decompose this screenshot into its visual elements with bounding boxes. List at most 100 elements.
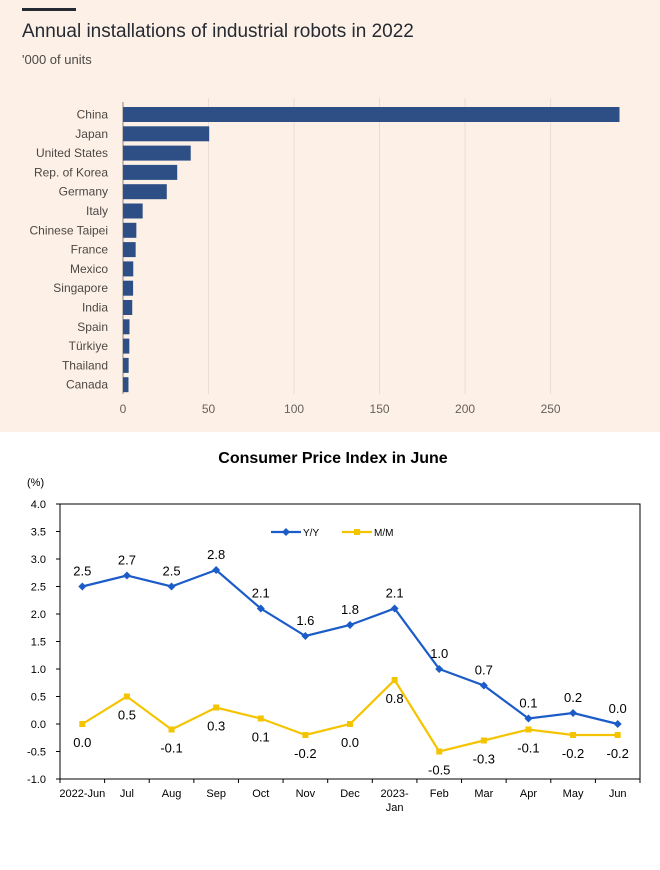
legend-mm-marker [354,529,360,535]
mm-data-label: -0.5 [428,763,450,778]
x-tick-label: Sep [206,788,226,800]
yy-data-label: 2.5 [162,564,180,579]
mm-data-label: -0.2 [294,746,316,761]
category-label: Mexico [70,262,108,276]
line-chart-title: Consumer Price Index in June [218,450,448,467]
mm-data-label: -0.2 [562,746,584,761]
category-label: China [77,108,109,122]
yy-data-label: 2.1 [252,586,270,601]
x-tick-label: Dec [340,788,360,800]
yy-data-label: 0.2 [564,690,582,705]
cpi-chart-panel: Consumer Price Index in June (%) 4.0 3.5 3… [0,432,660,870]
mm-data-label: 0.1 [252,730,270,745]
yy-point [256,604,265,613]
mm-data-label: 0.8 [386,691,404,706]
yy-point [613,720,622,728]
x-tick-label: Feb [430,788,449,800]
mm-point [570,732,577,738]
y-tick-label: -1.0 [27,774,46,786]
mm-data-label: 0.0 [341,735,359,750]
yy-data-label: 1.0 [430,646,448,661]
bar-6 [123,222,137,238]
yy-point [78,582,87,591]
bar-14 [123,377,129,393]
category-label: Italy [86,204,108,218]
category-label: United States [36,146,108,160]
x-tick-label: 50 [202,402,216,416]
category-label: Singapore [53,281,108,295]
x-tick-label: Apr [520,788,537,800]
y-tick-label: 3.0 [31,554,46,566]
bar-3 [123,164,178,180]
mm-point [168,726,175,733]
bar-4 [123,184,167,200]
yy-data-label: 0.0 [609,701,627,716]
cpi-line-chart: Consumer Price Index in June (%) 4.0 3.5 3… [27,450,641,814]
bar-2 [123,145,191,161]
bar-11 [123,319,130,335]
y-tick-label: -0.5 [27,747,46,759]
bar-0 [123,107,620,122]
bar-marks [123,107,620,393]
robots-chart-panel: Annual installations of industrial robot… [0,0,660,432]
legend-yy-label: Y/Y [303,528,319,539]
mm-point [525,726,532,733]
bar-grid [122,98,552,394]
line-series: 2.5 2.7 2.5 2.8 2.1 1.6 1.8 2.1 1.0 0.7 0.1 0.2 0.0 0… [73,547,629,778]
x-tick-label: 0 [120,402,127,416]
mm-data-label: -0.2 [606,746,628,761]
robots-bar-chart: Annual installations of industrial robot… [22,8,620,416]
category-label: Japan [75,127,108,141]
mm-point [123,693,130,700]
y-tick-label: 1.0 [31,664,46,676]
yy-point [167,582,176,591]
yy-data-label: 2.7 [118,553,136,568]
mm-data-label: -0.3 [473,752,495,767]
yy-data-label: 1.8 [341,602,359,617]
mm-point [302,732,309,738]
x-tick-label: Oct [252,788,269,800]
yy-data-label: 2.1 [386,586,404,601]
yy-point [524,714,533,723]
y-tick-label: 3.5 [31,527,46,539]
category-label: Canada [66,378,108,392]
x-tick-label: Aug [162,788,182,800]
yy-point [479,681,488,690]
mm-point [391,677,398,683]
yy-point [122,571,131,580]
mm-data-label: 0.0 [73,735,91,750]
line-legend: Y/Y M/M [271,528,393,539]
yy-data-label: 2.8 [207,547,225,562]
category-label: Germany [59,185,108,199]
yy-data-label: 0.1 [519,696,537,711]
x-tick-label: May [563,788,584,800]
x-tick-label: Jun [609,788,627,800]
y-tick-label: 4.0 [31,499,46,511]
mm-point [436,748,443,755]
y-tick-label: 0.5 [31,692,46,704]
bar-5 [123,203,143,219]
x-tick-label: 2022-Jun [59,788,105,800]
x-tick-label: Jul [120,788,134,800]
category-label: Thailand [62,358,108,372]
bar-10 [123,300,133,315]
x-tick-label: Nov [296,788,316,800]
x-tick-label: 2023-Jan [381,788,409,814]
x-tick-label: 250 [541,402,561,416]
yy-data-label: 1.6 [296,613,314,628]
category-label: France [71,243,109,257]
category-label: Rep. of Korea [34,165,108,179]
legend-yy-marker [282,528,290,536]
bar-7 [123,242,136,258]
yy-point [569,709,578,717]
y-tick-label: 0.0 [31,719,46,731]
bar-x-ticks: 0 50 100 150 200 250 [120,402,561,416]
bar-chart-subtitle: '000 of units [22,52,92,67]
category-label: Chinese Taipei [30,223,109,237]
yy-point [435,665,444,673]
y-tick-label: 2.0 [31,609,46,621]
mm-point [614,732,621,738]
mm-data-label: 0.3 [207,719,225,734]
y-tick-label: 1.5 [31,637,46,649]
mm-data-label: -0.1 [160,741,182,756]
